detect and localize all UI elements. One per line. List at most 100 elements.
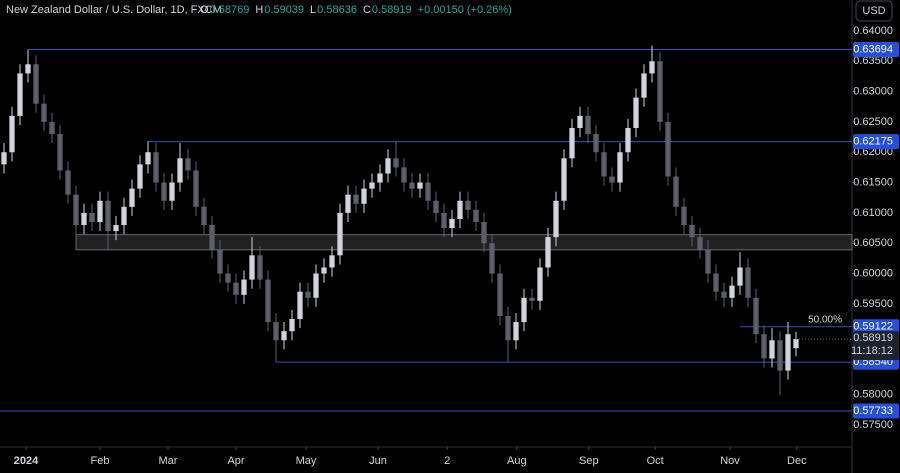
level-label-box — [853, 41, 899, 57]
candle-body — [273, 322, 279, 341]
candle-body — [321, 267, 327, 274]
candle-body — [145, 152, 151, 165]
candle-body — [617, 152, 623, 183]
y-tick-label: 0.61000 — [853, 207, 893, 219]
candle-body — [473, 209, 479, 222]
candle-body — [289, 319, 295, 332]
candle-body — [353, 194, 359, 204]
candle-body — [25, 64, 31, 74]
ohlc-value: 0.59039 — [264, 4, 304, 16]
candle-body — [305, 291, 311, 298]
candle-body — [65, 170, 71, 195]
candle-body — [185, 158, 191, 171]
currency-button-frame[interactable] — [855, 0, 893, 22]
candle-body — [417, 182, 423, 189]
ohlc-key: C — [363, 4, 371, 16]
candle-body — [201, 206, 207, 226]
level-label-box — [853, 134, 899, 150]
y-tick-label: 0.64000 — [853, 25, 893, 37]
candle-body — [641, 73, 647, 98]
candle-body — [729, 285, 735, 298]
level-label: 0.57733 — [853, 405, 893, 417]
candle-body — [209, 225, 215, 250]
candle-body — [433, 200, 439, 213]
candle-body — [657, 61, 663, 122]
ohlc-key: H — [255, 4, 263, 16]
candle-body — [169, 182, 175, 201]
candle-body — [385, 158, 391, 174]
candle-body — [553, 200, 559, 238]
candle-body — [761, 334, 767, 359]
candle-body — [625, 127, 631, 153]
candle-body — [561, 158, 567, 201]
candle-body — [49, 121, 55, 135]
level-label: 0.62175 — [853, 136, 893, 148]
candle-body — [217, 249, 223, 274]
x-tick-label: Apr — [227, 455, 244, 467]
level-label-box — [853, 319, 899, 335]
candle-body — [689, 225, 695, 238]
y-tick-label: 0.62500 — [853, 116, 893, 128]
header: New Zealand Dollar / U.S. Dollar, 1D, FX… — [6, 4, 512, 16]
candle-body — [81, 212, 87, 226]
y-tick-label: 0.59500 — [853, 298, 893, 310]
level-label-box — [853, 403, 899, 419]
candle-body — [9, 115, 15, 153]
candle-body — [673, 176, 679, 207]
candle-body — [233, 282, 239, 295]
x-tick-label: Sep — [579, 455, 599, 467]
candle-body — [697, 237, 703, 250]
candle-body — [137, 164, 143, 189]
ohlc-key: L — [310, 4, 316, 16]
x-tick-label: 2 — [444, 455, 450, 467]
candle-body — [713, 273, 719, 292]
support-zone — [75, 234, 853, 251]
candle-body — [33, 64, 39, 104]
candle-body — [545, 237, 551, 268]
candle-body — [121, 206, 127, 226]
ohlc-value: 0.58919 — [372, 4, 412, 16]
candle-body — [129, 188, 135, 207]
candle-body — [297, 291, 303, 320]
candle-body — [377, 173, 383, 183]
candle-body — [345, 194, 351, 213]
candle-body — [401, 167, 407, 183]
candle-body — [681, 206, 687, 226]
y-tick-label: 0.60500 — [853, 237, 893, 249]
candle-body — [361, 188, 367, 204]
x-tick-label: Feb — [91, 455, 110, 467]
last-price-label: 0.58919 — [853, 332, 893, 344]
currency-label[interactable]: USD — [862, 5, 885, 17]
candle-body — [777, 340, 783, 371]
candle-body — [313, 273, 319, 298]
candle-body — [97, 200, 103, 222]
candle-body — [569, 127, 575, 159]
candle-body — [489, 243, 495, 274]
currency-button[interactable]: USD — [855, 0, 893, 22]
x-tick-label: Oct — [647, 455, 664, 467]
level-label: 0.63694 — [853, 43, 893, 55]
candle-body — [337, 212, 343, 256]
last-price-box — [853, 331, 899, 361]
x-tick-label: Jun — [369, 455, 387, 467]
candle-body — [497, 273, 503, 316]
y-tick-label: 0.62000 — [853, 146, 893, 158]
candle-body — [241, 279, 247, 295]
candle-body — [177, 158, 183, 183]
candle-body — [41, 103, 47, 122]
candle-body — [609, 176, 615, 183]
candle-body — [505, 315, 511, 341]
candle-body — [633, 97, 639, 128]
candle-body — [665, 121, 671, 177]
x-tick-label: 2024 — [14, 455, 39, 467]
candle-body — [705, 249, 711, 274]
candle-body — [393, 158, 399, 168]
change: +0.00150 (+0.26%) — [418, 4, 512, 16]
candle-body — [281, 331, 287, 341]
ohlc-value: 0.58636 — [317, 4, 357, 16]
x-tick-label: Dec — [787, 455, 807, 467]
candle-body — [409, 182, 415, 189]
y-tick-label: 0.58000 — [853, 389, 893, 401]
